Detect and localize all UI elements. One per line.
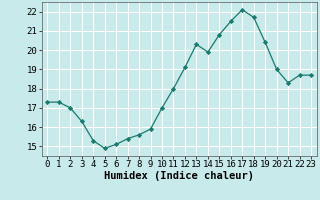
X-axis label: Humidex (Indice chaleur): Humidex (Indice chaleur) xyxy=(104,171,254,181)
